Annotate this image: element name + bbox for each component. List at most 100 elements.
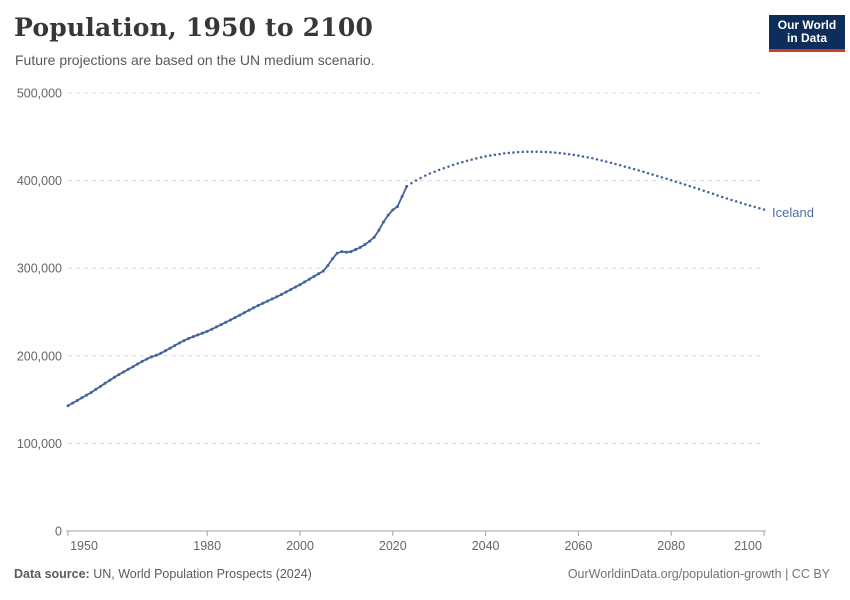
series-marker (131, 365, 135, 369)
series-marker (159, 351, 163, 355)
projection-dot (716, 194, 719, 197)
projection-dot (623, 165, 627, 168)
projection-dot (424, 174, 427, 177)
projection-dot (744, 203, 747, 206)
projection-dot (553, 151, 557, 154)
series-marker (279, 293, 283, 296)
series-marker (177, 341, 181, 345)
x-tick-label: 2080 (657, 539, 685, 553)
projection-dot (410, 181, 413, 185)
series-marker (298, 283, 302, 287)
series-marker (112, 375, 116, 379)
series-marker (238, 313, 242, 317)
projection-dot (697, 187, 701, 191)
series-marker (103, 381, 107, 385)
projection-dot (656, 174, 659, 178)
projection-dot (549, 151, 552, 154)
owid-logo[interactable]: Our World in Data (769, 15, 845, 52)
series-marker (326, 264, 330, 268)
projection-dot (419, 176, 422, 180)
projection-dot (442, 166, 446, 170)
series-marker (168, 346, 172, 350)
series-marker (303, 280, 307, 284)
series-marker (349, 250, 353, 254)
projection-dot (683, 183, 687, 186)
x-tick-label: 2020 (379, 539, 407, 553)
series-marker (140, 359, 144, 363)
projection-dot (720, 195, 724, 199)
series-marker (289, 288, 293, 292)
projection-dot (600, 159, 603, 162)
series-marker (122, 370, 126, 374)
y-tick-label: 300,000 (17, 262, 62, 276)
series-marker (382, 220, 385, 224)
series-marker (256, 304, 260, 307)
projection-dot (674, 180, 678, 183)
series-marker (173, 344, 177, 348)
projection-dot (572, 153, 576, 157)
series-marker (126, 367, 130, 371)
series-marker (261, 301, 265, 305)
projection-dot (762, 208, 766, 211)
series-marker (205, 329, 209, 333)
series-marker (242, 311, 246, 315)
projection-dot (591, 157, 594, 160)
projection-dot (748, 204, 752, 207)
owid-logo-line2: in Data (786, 31, 827, 45)
projection-dot (646, 171, 650, 175)
series-marker (284, 290, 288, 294)
series-marker (293, 285, 297, 289)
series-marker (372, 235, 376, 239)
projection-dot (502, 152, 506, 155)
series-marker (228, 318, 232, 322)
series-marker (368, 239, 372, 243)
series-marker (85, 393, 89, 397)
series-marker (89, 391, 93, 394)
series-marker (154, 353, 158, 357)
projection-dot (725, 197, 729, 200)
projection-dot (484, 155, 487, 158)
projection-dot (628, 166, 631, 170)
series-marker (182, 339, 186, 343)
projection-dot (479, 156, 483, 159)
series-marker (344, 250, 348, 254)
projection-dot (465, 159, 469, 163)
series-marker (215, 325, 218, 329)
projection-dot (498, 152, 501, 156)
series-marker (94, 387, 98, 391)
series-marker (187, 337, 191, 340)
projection-dot (586, 156, 589, 159)
series-marker (354, 248, 358, 251)
series-marker (331, 257, 334, 261)
projection-dot (428, 172, 432, 175)
series-marker (391, 208, 395, 212)
series-marker (335, 251, 339, 255)
series-marker (247, 308, 251, 312)
series-marker (80, 396, 84, 400)
projection-dot (451, 163, 455, 167)
series-marker (386, 213, 390, 217)
projection-dot (558, 151, 562, 155)
projection-dot (642, 170, 645, 174)
x-tick-label: 1950 (70, 539, 98, 553)
projection-dot (614, 162, 617, 166)
projection-dot (595, 158, 599, 161)
projection-dot (604, 160, 608, 163)
x-tick-label: 2040 (472, 539, 500, 553)
projection-dot (688, 184, 692, 188)
series-marker (321, 269, 325, 273)
series-marker (405, 184, 409, 188)
projection-dot (753, 205, 756, 209)
data-source-label: Data source: (14, 567, 90, 581)
series-line-historical (67, 185, 408, 407)
y-tick-label: 0 (55, 525, 62, 539)
series-marker (219, 323, 223, 327)
series-marker (201, 331, 205, 335)
projection-dot (669, 178, 673, 182)
series-marker (145, 357, 149, 361)
projection-dot (702, 189, 705, 192)
projection-dot (609, 161, 613, 165)
projection-dot (433, 170, 436, 173)
owid-url-link[interactable]: OurWorldinData.org/population-growth | C… (567, 567, 830, 581)
